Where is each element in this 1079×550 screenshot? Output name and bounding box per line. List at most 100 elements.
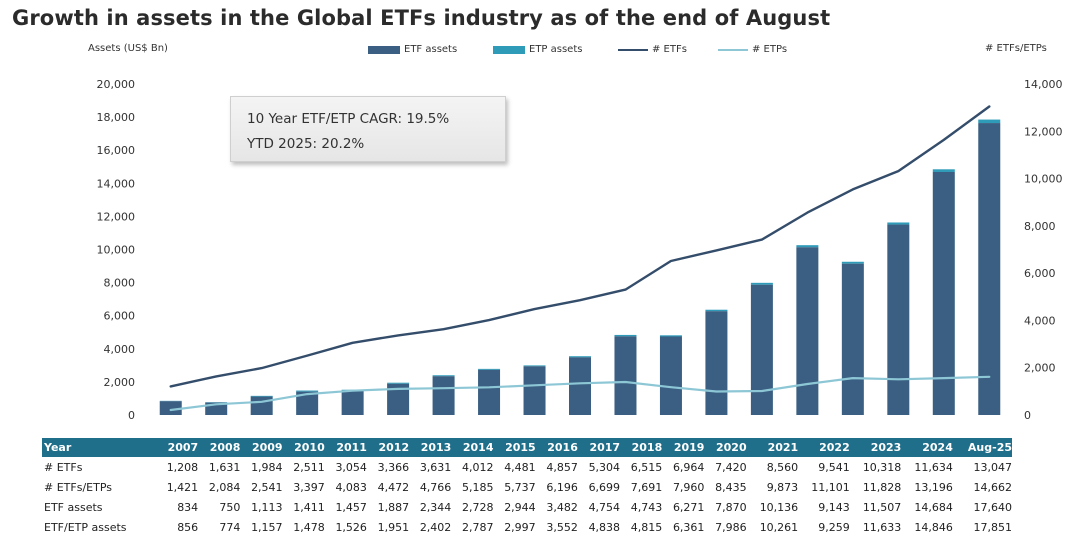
- table-cell: 750: [219, 500, 241, 514]
- table-cell: 14,846: [914, 520, 953, 534]
- etp-assets-bar: [387, 382, 410, 384]
- table-cell: 1,526: [335, 520, 367, 534]
- etp-assets-bar: [523, 365, 546, 367]
- table-header-year: 2020: [704, 438, 747, 457]
- chart-plot: 0 2,000 4,000 6,000 8,000 10,000 12,000 14,000 1…: [97, 78, 1063, 422]
- table-header-year: 2008: [198, 438, 241, 457]
- table-cell: 2,541: [251, 480, 283, 494]
- etp-assets-bar: [432, 375, 455, 377]
- table-row-label: ETF assets: [44, 500, 103, 514]
- etf-assets-bar: [387, 383, 410, 415]
- table-row: ETF/ETP assets 856 774 1,157 1,478 1,526 1,951…: [42, 517, 1012, 537]
- table-cell: 11,507: [862, 500, 902, 514]
- table-header-label: Year: [42, 438, 156, 457]
- left-axis-caption: Assets (US$ Bn): [88, 43, 168, 54]
- table-cell: 1,113: [251, 500, 283, 514]
- etf-assets-bar: [341, 390, 364, 415]
- table-header-year: 2017: [577, 438, 621, 457]
- table-cell: 774: [219, 520, 241, 534]
- etp-assets-bar: [478, 368, 501, 370]
- legend-num-etps-line: [718, 48, 748, 51]
- table-cell: 17,640: [973, 500, 1013, 514]
- table-header-year: 2024: [901, 438, 953, 457]
- table-cell: 2,728: [462, 500, 494, 514]
- etp-assets-bar: [250, 395, 273, 397]
- etf-assets-bar: [523, 366, 546, 415]
- etp-assets-bar: [614, 334, 637, 337]
- table-cell: 4,815: [630, 520, 663, 534]
- etf-assets-bar: [887, 224, 910, 415]
- etf-assets-bar: [978, 123, 1001, 416]
- table-cell: 11,633: [862, 520, 902, 534]
- table-cell: 2,511: [293, 460, 325, 474]
- etf-assets-bar: [432, 376, 455, 415]
- etp-assets-bar: [296, 390, 319, 392]
- table-cell: 8,435: [715, 480, 747, 494]
- table-cell: 9,873: [766, 480, 799, 494]
- cagr-annotation: 10 Year ETF/ETP CAGR: 19.5% YTD 2025: 20…: [230, 96, 506, 162]
- etf-assets-bar: [478, 369, 501, 415]
- table-cell: 4,083: [335, 480, 367, 494]
- left-axis-tick-label: 0: [128, 409, 135, 422]
- chart-title: Growth in assets in the Global ETFs indu…: [12, 6, 831, 30]
- table-cell: 6,196: [546, 480, 578, 494]
- table-cell: 2,944: [504, 500, 536, 514]
- table-header-year: 2019: [662, 438, 705, 457]
- table-cell: 4,481: [504, 460, 536, 474]
- table-cell: 11,101: [811, 480, 850, 494]
- left-axis-tick-label: 2,000: [104, 376, 136, 389]
- right-axis-tick-label: 6,000: [1024, 267, 1056, 280]
- num-etps-line: [169, 375, 991, 412]
- etp-assets-bar: [887, 222, 910, 225]
- table-cell: 834: [177, 500, 199, 514]
- table-cell: 3,631: [419, 460, 452, 474]
- table-cell: 10,318: [862, 460, 902, 474]
- table-cell: 6,271: [672, 500, 705, 514]
- table-header-year: 2018: [620, 438, 663, 457]
- left-axis-tick-label: 18,000: [97, 111, 136, 124]
- etf-assets-bar: [796, 247, 819, 415]
- table-header-year: 2011: [324, 438, 367, 457]
- table-row-label: ETF/ETP assets: [44, 520, 127, 534]
- data-table: Year 2007 2008 2009 2010 2011 2012 2013 2014 201…: [42, 438, 1012, 537]
- table-cell: 4,743: [630, 500, 663, 514]
- etp-assets-bar: [796, 245, 819, 248]
- table-header-row: Year 2007 2008 2009 2010 2011 2012 2013 2014 201…: [42, 438, 1012, 457]
- etf-assets-bar: [750, 284, 773, 415]
- legend-num-etfs: # ETFs: [618, 44, 687, 55]
- table-cell: 1,631: [208, 460, 241, 474]
- table-cell: 5,185: [462, 480, 494, 494]
- table-cell: 3,397: [293, 480, 325, 494]
- legend-num-etfs-line: [618, 48, 648, 51]
- left-axis-tick-label: 16,000: [97, 144, 136, 157]
- table-header-year: 2021: [746, 438, 799, 457]
- num-etfs-line: [169, 105, 991, 388]
- etf-assets-bar: [705, 311, 728, 415]
- legend-num-etps: # ETPs: [718, 44, 787, 55]
- table-header-year: 2023: [849, 438, 902, 457]
- table-cell: 4,838: [588, 520, 621, 534]
- table-cell: 2,344: [419, 500, 452, 514]
- table-cell: 2,402: [419, 520, 452, 534]
- etf-assets-bar: [841, 263, 864, 415]
- table-cell: 4,472: [377, 480, 410, 494]
- legend-etf-assets-label: ETF assets: [404, 44, 458, 55]
- table-header-year: 2014: [451, 438, 494, 457]
- table-cell: 6,964: [672, 460, 705, 474]
- left-axis-tick-label: 12,000: [97, 210, 136, 223]
- table-row-label: # ETFs/ETPs: [44, 480, 112, 494]
- table-cell: 1,951: [377, 520, 410, 534]
- table-cell: 3,366: [377, 460, 410, 474]
- table-cell: 3,552: [546, 520, 578, 534]
- table-cell: 7,870: [715, 500, 747, 514]
- table-header-year: 2013: [409, 438, 452, 457]
- etf-assets-bar: [932, 171, 955, 415]
- table-cell: 6,699: [588, 480, 621, 494]
- etp-assets-bar: [932, 169, 955, 172]
- table-header-year: 2010: [282, 438, 325, 457]
- table-cell: 6,361: [672, 520, 705, 534]
- etf-assets-bar: [296, 391, 319, 415]
- right-axis-tick-label: 10,000: [1024, 173, 1063, 186]
- right-axis-tick-label: 14,000: [1024, 78, 1063, 91]
- right-axis-tick-label: 2,000: [1024, 362, 1056, 375]
